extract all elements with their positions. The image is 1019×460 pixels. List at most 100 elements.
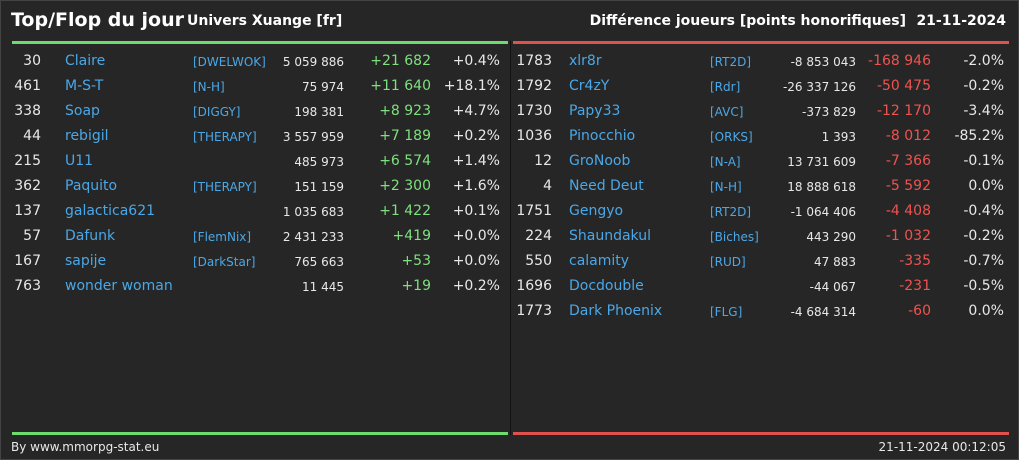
player-points: -8 853 043 <box>790 55 856 69</box>
points-difference: -4 408 <box>885 203 931 219</box>
player-points: 3 557 959 <box>282 130 344 144</box>
points-difference: +7 189 <box>379 128 431 144</box>
player-points: 443 290 <box>806 230 856 244</box>
player-points: 13 731 609 <box>787 155 856 169</box>
points-difference: +2 300 <box>379 178 431 194</box>
player-name-link[interactable]: M-S-T <box>65 78 104 94</box>
player-name-link[interactable]: rebigil <box>65 128 109 144</box>
alliance-tag-link[interactable]: [DarkStar] <box>193 255 256 269</box>
points-difference: -50 475 <box>876 78 931 94</box>
points-difference: -7 366 <box>885 153 931 169</box>
player-name-link[interactable]: galactica621 <box>65 203 156 219</box>
alliance-tag-link[interactable]: [FLG] <box>710 305 743 319</box>
player-name-link[interactable]: Papy33 <box>569 103 621 119</box>
player-rank: 57 <box>23 228 41 244</box>
alliance-tag-link[interactable]: [THERAPY] <box>193 180 257 194</box>
points-difference: -1 032 <box>885 228 931 244</box>
player-name-link[interactable]: U11 <box>65 153 94 169</box>
player-rank: 1730 <box>516 103 552 119</box>
player-name-link[interactable]: Dark Phoenix <box>569 303 663 319</box>
footer-source: By www.mmorpg-stat.eu <box>11 440 160 454</box>
metric-label: Différence joueurs [points honorifiques] <box>589 13 906 29</box>
player-name-link[interactable]: Docdouble <box>569 278 644 294</box>
player-rank: 215 <box>14 153 41 169</box>
player-name-link[interactable]: calamity <box>569 253 630 269</box>
alliance-tag-link[interactable]: [AVC] <box>710 105 744 119</box>
alliance-tag-link[interactable]: [ORKS] <box>710 130 753 144</box>
points-difference: -60 <box>908 303 931 319</box>
player-points: 765 663 <box>294 255 344 269</box>
percent-change: +0.2% <box>452 278 500 294</box>
percent-change: -85.2% <box>954 128 1004 144</box>
points-difference: -168 946 <box>868 53 931 69</box>
percent-change: -0.4% <box>963 203 1004 219</box>
player-name-link[interactable]: sapije <box>65 253 107 269</box>
player-name-link[interactable]: xlr8r <box>569 53 602 69</box>
alliance-tag-link[interactable]: [Rdr] <box>710 80 741 94</box>
percent-change: +0.2% <box>452 128 500 144</box>
percent-change: -2.0% <box>963 53 1004 69</box>
player-points: 1 393 <box>821 130 856 144</box>
percent-change: +1.6% <box>452 178 500 194</box>
player-name-link[interactable]: GroNoob <box>569 153 631 169</box>
percent-change: -0.2% <box>963 228 1004 244</box>
header-date: 21-11-2024 <box>916 13 1006 29</box>
player-rank: 550 <box>525 253 552 269</box>
alliance-tag-link[interactable]: [FlemNix] <box>193 230 252 244</box>
player-rank: 763 <box>14 278 41 294</box>
player-name-link[interactable]: Pinocchio <box>569 128 636 144</box>
player-points: 75 974 <box>302 80 344 94</box>
alliance-tag-link[interactable]: [N-H] <box>710 180 742 194</box>
player-points: 5 059 886 <box>282 55 344 69</box>
player-rank: 4 <box>543 178 552 194</box>
universe-label: Univers Xuange [fr] <box>187 13 343 29</box>
player-points: 11 445 <box>302 280 344 294</box>
points-difference: -12 170 <box>876 103 931 119</box>
percent-change: +18.1% <box>443 78 500 94</box>
flop-section-bar <box>513 41 1009 44</box>
player-points: 151 159 <box>294 180 344 194</box>
player-points: 47 883 <box>814 255 856 269</box>
player-name-link[interactable]: Gengyo <box>569 203 624 219</box>
points-difference: -8 012 <box>885 128 931 144</box>
points-difference: +11 640 <box>370 78 431 94</box>
player-points: -26 337 126 <box>782 80 856 94</box>
page-title: Top/Flop du jour <box>11 9 184 31</box>
player-name-link[interactable]: Dafunk <box>65 228 116 244</box>
alliance-tag-link[interactable]: [N-A] <box>710 155 741 169</box>
points-difference: +8 923 <box>379 103 431 119</box>
player-name-link[interactable]: Claire <box>65 53 106 69</box>
alliance-tag-link[interactable]: [RT2D] <box>710 55 752 69</box>
alliance-tag-link[interactable]: [THERAPY] <box>193 130 257 144</box>
player-name-link[interactable]: wonder woman <box>65 278 173 294</box>
top-section-bottom-bar <box>12 432 508 435</box>
alliance-tag-link[interactable]: [DWELWOK] <box>193 55 266 69</box>
player-name-link[interactable]: Paquito <box>65 178 118 194</box>
player-name-link[interactable]: Cr4zY <box>569 78 610 94</box>
player-rank: 1696 <box>516 278 552 294</box>
top-section-bar <box>12 41 508 44</box>
points-difference: +21 682 <box>370 53 431 69</box>
points-difference: -5 592 <box>885 178 931 194</box>
alliance-tag-link[interactable]: [DIGGY] <box>193 105 241 119</box>
percent-change: +0.1% <box>452 203 500 219</box>
alliance-tag-link[interactable]: [Biches] <box>710 230 759 244</box>
alliance-tag-link[interactable]: [RUD] <box>710 255 746 269</box>
player-name-link[interactable]: Shaundakul <box>569 228 651 244</box>
points-difference: -231 <box>899 278 931 294</box>
player-rank: 338 <box>14 103 41 119</box>
player-points: -373 829 <box>802 105 856 119</box>
alliance-tag-link[interactable]: [RT2D] <box>710 205 752 219</box>
percent-change: +0.4% <box>452 53 500 69</box>
player-rank: 30 <box>23 53 41 69</box>
player-rank: 12 <box>534 153 552 169</box>
player-name-link[interactable]: Need Deut <box>569 178 644 194</box>
player-points: -1 064 406 <box>790 205 856 219</box>
alliance-tag-link[interactable]: [N-H] <box>193 80 225 94</box>
player-rank: 1773 <box>516 303 552 319</box>
player-name-link[interactable]: Soap <box>65 103 100 119</box>
player-rank: 1783 <box>516 53 552 69</box>
player-rank: 224 <box>525 228 552 244</box>
player-rank: 362 <box>14 178 41 194</box>
